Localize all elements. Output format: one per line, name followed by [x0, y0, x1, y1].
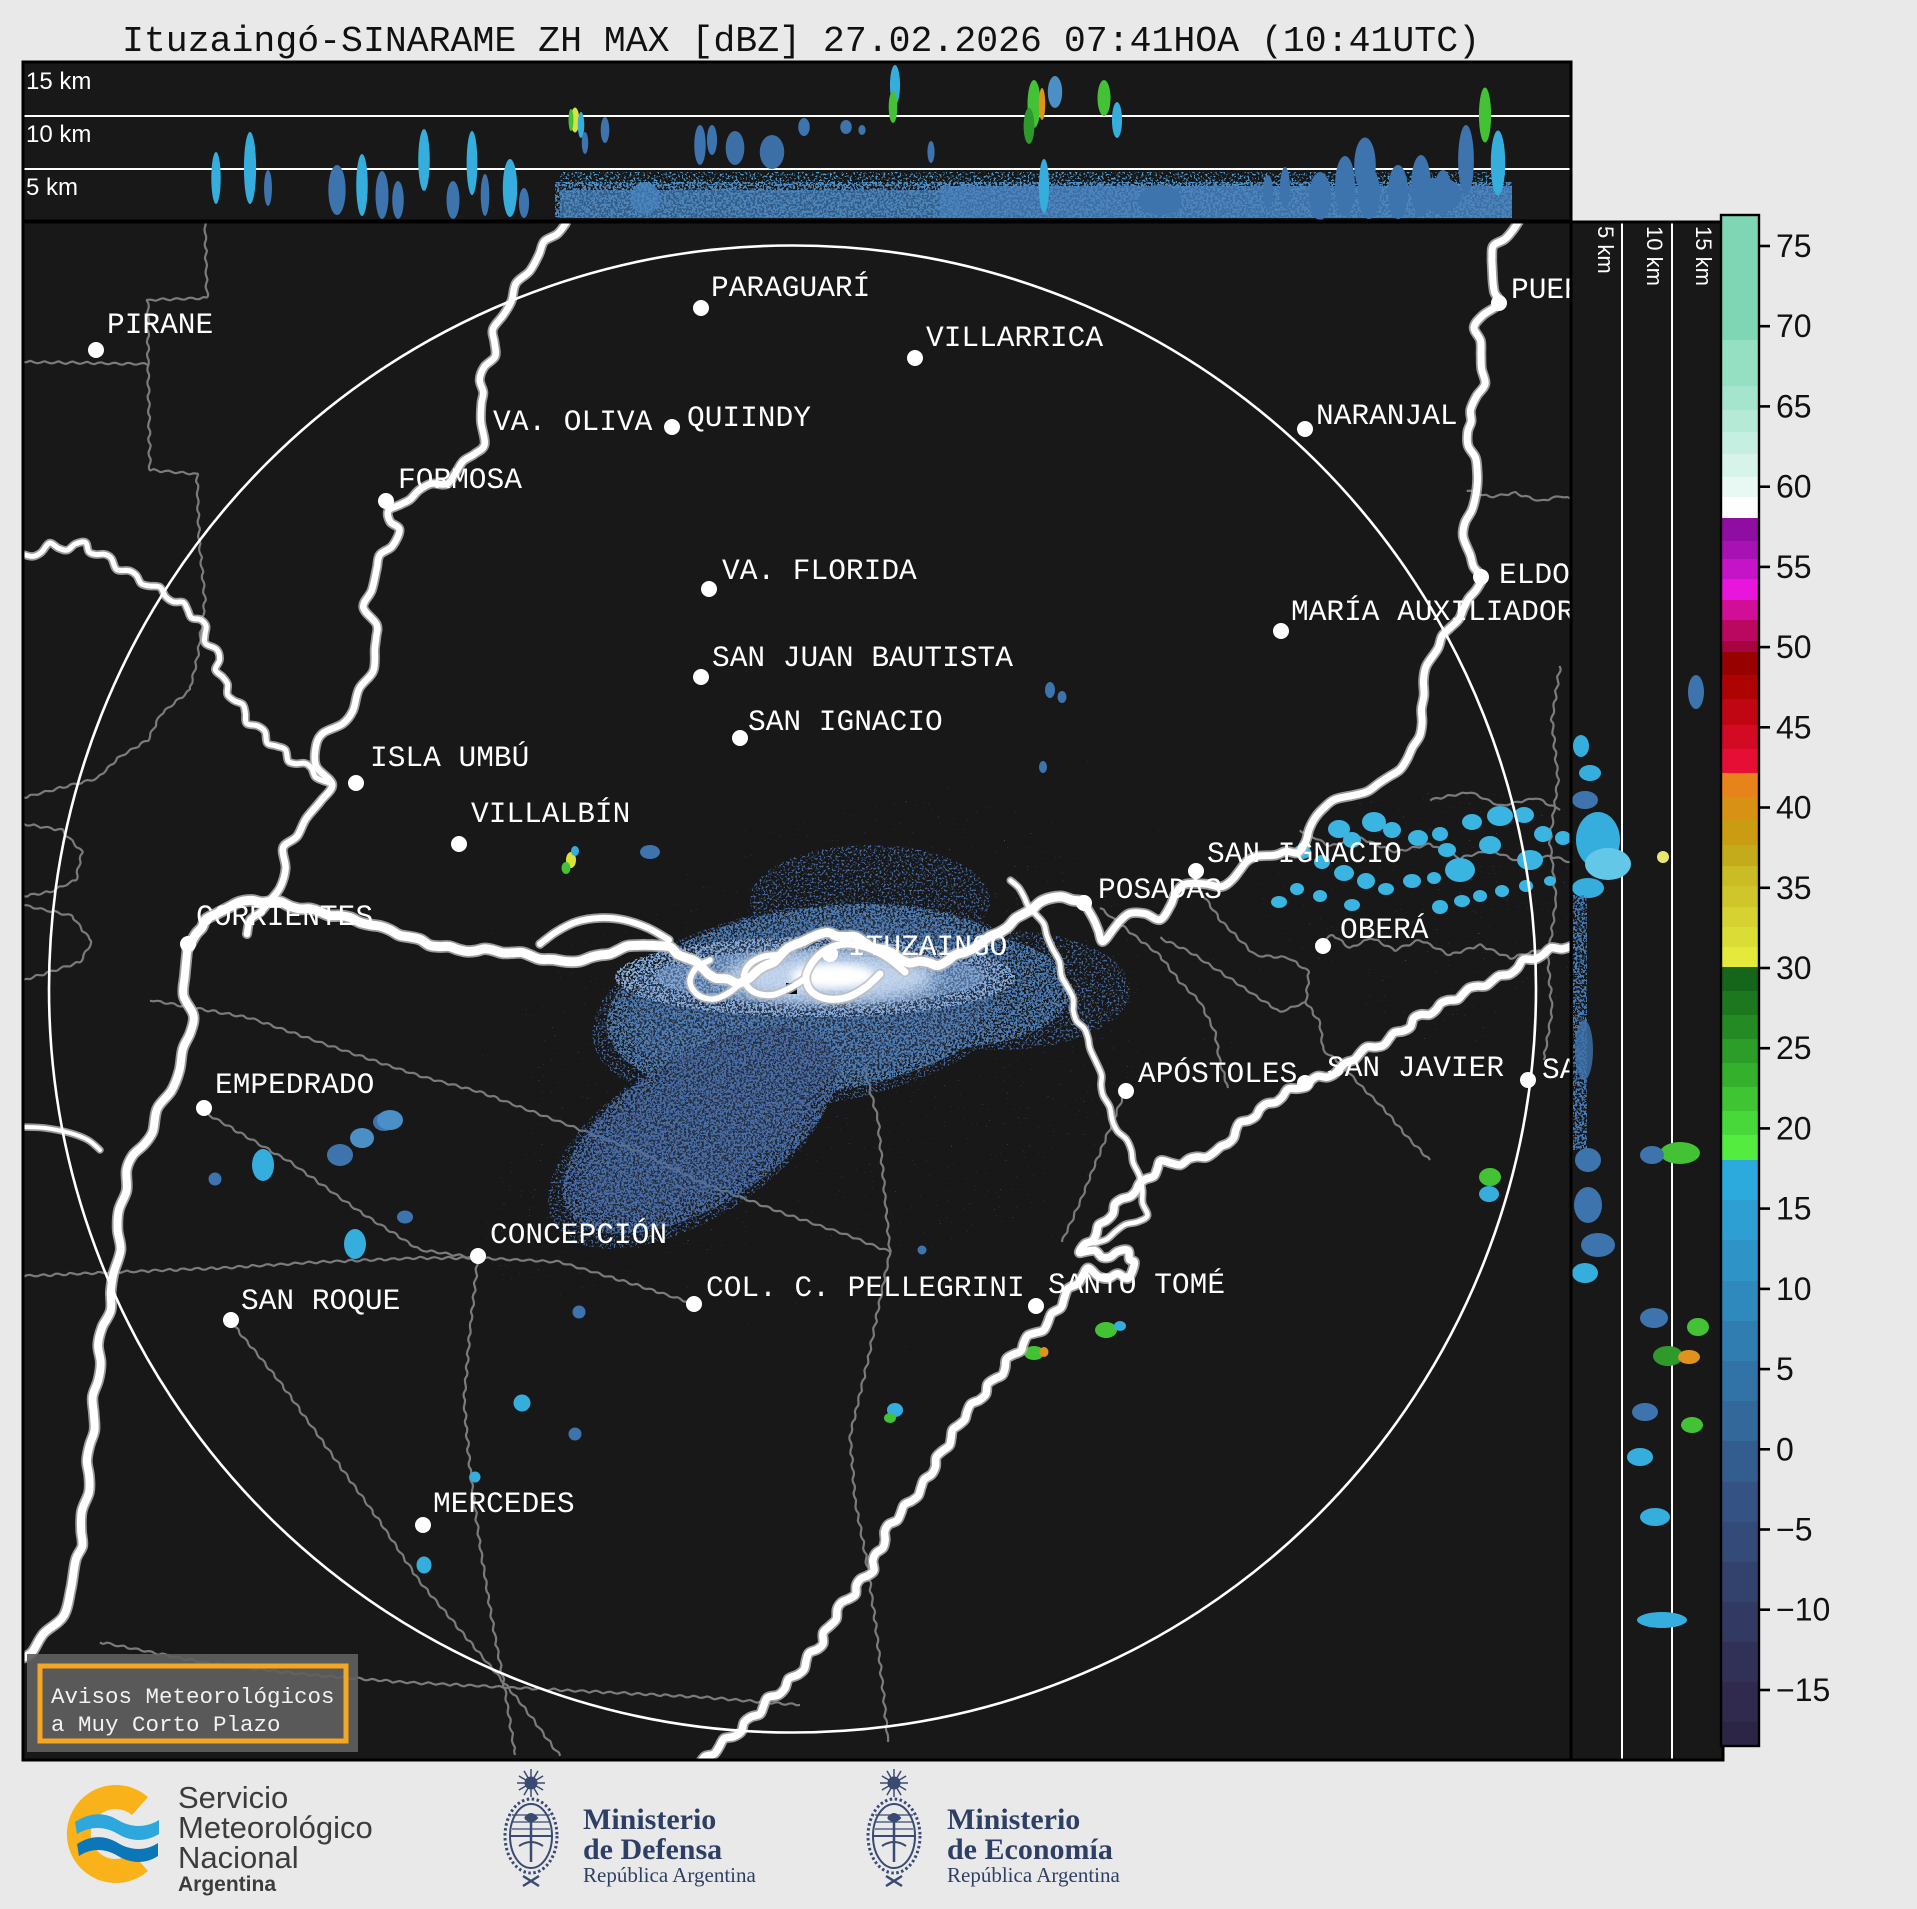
- svg-text:25: 25: [1776, 1030, 1812, 1066]
- svg-text:QUIINDY: QUIINDY: [687, 401, 811, 435]
- svg-text:a Muy Corto Plazo: a Muy Corto Plazo: [51, 1712, 281, 1738]
- svg-text:−15: −15: [1776, 1672, 1830, 1708]
- svg-text:20: 20: [1776, 1110, 1812, 1146]
- svg-text:VA. FLORIDA: VA. FLORIDA: [722, 554, 917, 588]
- svg-text:45: 45: [1776, 709, 1812, 745]
- svg-text:OBERÁ: OBERÁ: [1340, 913, 1429, 947]
- svg-text:15: 15: [1776, 1191, 1812, 1227]
- svg-text:ELDORADO: ELDORADO: [1499, 558, 1641, 592]
- svg-text:PUERTO: PUERTO: [1511, 273, 1617, 307]
- svg-text:SAN JAVIER: SAN JAVIER: [1327, 1051, 1504, 1085]
- svg-text:70: 70: [1776, 308, 1812, 344]
- svg-text:SAN IGNACIO: SAN IGNACIO: [748, 705, 943, 739]
- svg-text:5: 5: [1776, 1351, 1794, 1387]
- svg-text:ISLA UMBÚ: ISLA UMBÚ: [370, 741, 529, 775]
- svg-text:10 km: 10 km: [1642, 226, 1667, 286]
- svg-text:Servicio: Servicio: [178, 1780, 288, 1815]
- svg-text:30: 30: [1776, 950, 1812, 986]
- svg-text:VILLALBÍN: VILLALBÍN: [471, 797, 630, 831]
- svg-text:de Economía: de Economía: [947, 1833, 1113, 1866]
- svg-text:35: 35: [1776, 870, 1812, 906]
- svg-text:75: 75: [1776, 228, 1812, 264]
- svg-text:EMPEDRADO: EMPEDRADO: [215, 1068, 374, 1102]
- svg-text:NARANJAL: NARANJAL: [1316, 399, 1458, 433]
- svg-text:10 km: 10 km: [26, 121, 91, 148]
- svg-text:FORMOSA: FORMOSA: [398, 463, 522, 497]
- svg-text:15 km: 15 km: [1691, 226, 1716, 286]
- svg-text:MERCEDES: MERCEDES: [433, 1487, 575, 1521]
- svg-text:CONCEPCIÓN: CONCEPCIÓN: [490, 1218, 667, 1252]
- svg-text:5 km: 5 km: [1593, 226, 1618, 274]
- svg-text:de Defensa: de Defensa: [583, 1833, 722, 1866]
- svg-text:SAN: SAN: [1542, 1053, 1595, 1087]
- svg-text:SAN ROQUE: SAN ROQUE: [241, 1284, 400, 1318]
- svg-text:VILLARRICA: VILLARRICA: [926, 321, 1103, 355]
- svg-text:Ministerio: Ministerio: [947, 1803, 1080, 1836]
- svg-text:55: 55: [1776, 549, 1812, 585]
- svg-text:ITUZAINGÓ: ITUZAINGÓ: [848, 930, 1007, 964]
- svg-text:APÓSTOLES: APÓSTOLES: [1138, 1057, 1297, 1091]
- svg-text:Avisos Meteorológicos: Avisos Meteorológicos: [51, 1684, 335, 1710]
- svg-text:Nacional: Nacional: [178, 1840, 299, 1875]
- svg-text:65: 65: [1776, 388, 1812, 424]
- svg-text:CORRIENTES: CORRIENTES: [196, 900, 373, 934]
- svg-text:40: 40: [1776, 790, 1812, 826]
- svg-text:Ituzaingó-SINARAME ZH MAX [dBZ: Ituzaingó-SINARAME ZH MAX [dBZ] 27.02.20…: [122, 21, 1480, 62]
- svg-text:15 km: 15 km: [26, 68, 91, 95]
- svg-text:PIRANE: PIRANE: [107, 308, 213, 342]
- svg-text:SANTO TOMÉ: SANTO TOMÉ: [1048, 1268, 1225, 1302]
- svg-text:VA. OLIVA: VA. OLIVA: [493, 405, 653, 439]
- svg-text:SAN JUAN BAUTISTA: SAN JUAN BAUTISTA: [712, 641, 1013, 675]
- svg-text:50: 50: [1776, 629, 1812, 665]
- svg-text:MARÍA AUXILIADORA: MARÍA AUXILIADORA: [1291, 595, 1592, 629]
- svg-text:COL. C. PELLEGRINI: COL. C. PELLEGRINI: [706, 1271, 1025, 1305]
- svg-text:POSADAS: POSADAS: [1098, 873, 1222, 907]
- svg-text:Argentina: Argentina: [178, 1873, 276, 1896]
- svg-text:−5: −5: [1776, 1512, 1812, 1548]
- svg-text:PARAGUARÍ: PARAGUARÍ: [711, 271, 870, 305]
- svg-text:República Argentina: República Argentina: [947, 1863, 1120, 1887]
- svg-text:0: 0: [1776, 1431, 1794, 1467]
- svg-text:Ministerio: Ministerio: [583, 1803, 716, 1836]
- svg-text:−10: −10: [1776, 1592, 1830, 1628]
- svg-text:República Argentina: República Argentina: [583, 1863, 756, 1887]
- svg-text:10: 10: [1776, 1271, 1812, 1307]
- svg-text:SAN IGNACIO: SAN IGNACIO: [1207, 837, 1402, 871]
- svg-text:60: 60: [1776, 469, 1812, 505]
- svg-text:5 km: 5 km: [26, 174, 78, 201]
- svg-text:Meteorológico: Meteorológico: [178, 1810, 373, 1845]
